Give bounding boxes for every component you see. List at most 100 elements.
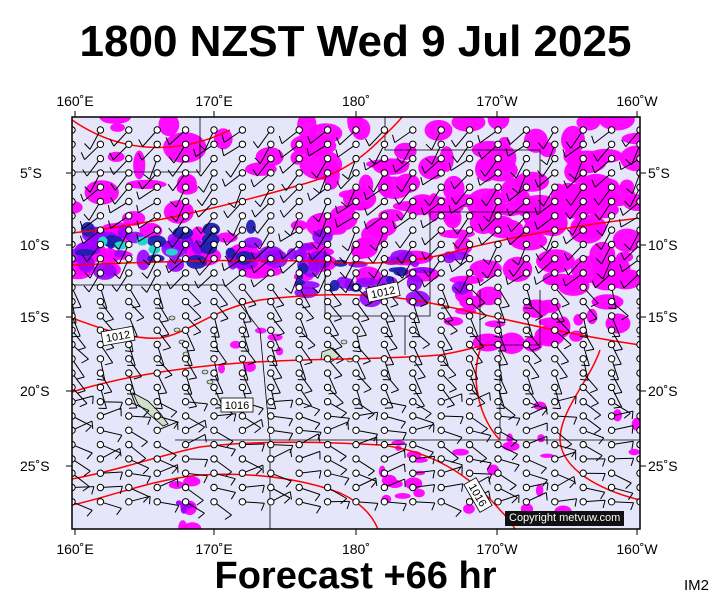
barb-station (607, 440, 616, 449)
precip-cell (443, 215, 460, 225)
barb-feather (142, 259, 150, 266)
wind-barb (534, 169, 559, 188)
wind-barb (210, 355, 219, 381)
barb-station (551, 355, 559, 363)
wind-barb (565, 126, 587, 149)
barb-station (323, 455, 332, 463)
barb-station (72, 369, 76, 377)
barb-feather (571, 450, 577, 458)
barb-station (352, 440, 360, 449)
wind-barb (313, 212, 332, 237)
barb-station (494, 483, 502, 492)
barb-station (125, 197, 133, 206)
barb-feather (545, 406, 548, 415)
barb-feather (562, 149, 566, 158)
barb-station (465, 283, 474, 291)
wind-barb (181, 419, 207, 434)
barb-station (238, 226, 247, 234)
wind-barb (153, 440, 177, 462)
barb-feather (479, 315, 487, 321)
barb-station (352, 269, 360, 277)
barb-station (125, 183, 133, 191)
barb-station (96, 197, 105, 206)
precip-cell (245, 219, 256, 234)
barb-station (352, 255, 360, 263)
barb-feather (308, 252, 313, 261)
barb-station (636, 412, 640, 420)
barb-feather (76, 376, 85, 380)
barb-station (636, 455, 640, 463)
wind-barb (409, 412, 435, 430)
barb-feather (267, 407, 276, 410)
barb-station (96, 426, 105, 434)
barb-feather (573, 476, 576, 485)
barb-feather (564, 267, 569, 276)
barb-feather (174, 505, 180, 513)
barb-station (409, 469, 417, 477)
barb-station (607, 126, 616, 134)
barb-station (380, 455, 389, 463)
barb-feather (82, 169, 88, 177)
wind-barb (336, 169, 360, 190)
barb-station (153, 169, 161, 177)
barb-feather (340, 201, 348, 208)
lon-label-bottom: 170˚E (195, 541, 233, 557)
wind-barb (437, 412, 464, 425)
barb-station (494, 369, 502, 377)
barb-station (494, 226, 502, 234)
barb-station (210, 440, 218, 449)
wind-barb (195, 154, 218, 177)
precip-cell (74, 249, 96, 256)
barb-station (125, 169, 133, 177)
barb-feather (540, 159, 548, 166)
wind-barb (423, 255, 445, 277)
barb-feather (333, 318, 342, 322)
barb-feather (482, 215, 490, 222)
wind-barb (153, 478, 179, 492)
barb-station (352, 412, 360, 420)
wind-barb (505, 269, 531, 285)
wind-barb (465, 426, 492, 443)
barb-feather (421, 237, 426, 246)
barb-feather (224, 255, 231, 263)
wind-barb (254, 183, 275, 207)
barb-feather (595, 257, 602, 265)
barb-feather (619, 219, 622, 228)
barb-station (238, 440, 247, 449)
wind-barb (562, 226, 587, 245)
barb-station (96, 440, 105, 449)
precip-cell (243, 237, 263, 249)
wind-barb (181, 455, 209, 468)
barb-feather (396, 157, 403, 164)
barb-station (352, 297, 360, 306)
barb-feather (476, 346, 484, 351)
barb-feather (516, 418, 521, 426)
barb-feather (396, 185, 403, 193)
barb-station (323, 412, 332, 420)
wind-barb (72, 440, 93, 460)
barb-station (551, 226, 559, 234)
barb-feather (596, 273, 604, 280)
wind-barb (625, 169, 640, 194)
wind-barb (295, 469, 322, 479)
barb-station (238, 269, 247, 277)
barb-station (522, 398, 531, 406)
wind-barb (107, 197, 133, 214)
barb-station (210, 255, 218, 263)
barb-shaft (72, 201, 73, 203)
wind-barb (295, 498, 322, 514)
barb-feather (593, 198, 600, 206)
barb-station (465, 154, 474, 163)
island-shape (340, 339, 348, 345)
barb-shaft (639, 401, 640, 403)
barb-station (636, 283, 640, 291)
barb-station (437, 340, 445, 349)
wind-barb (210, 283, 228, 308)
wind-barb (195, 255, 218, 276)
barb-feather (365, 138, 370, 147)
precip-cell (612, 409, 623, 422)
barb-station (267, 355, 275, 363)
wind-barb (465, 369, 478, 395)
barb-feather (375, 477, 378, 487)
barb-station (579, 483, 587, 492)
